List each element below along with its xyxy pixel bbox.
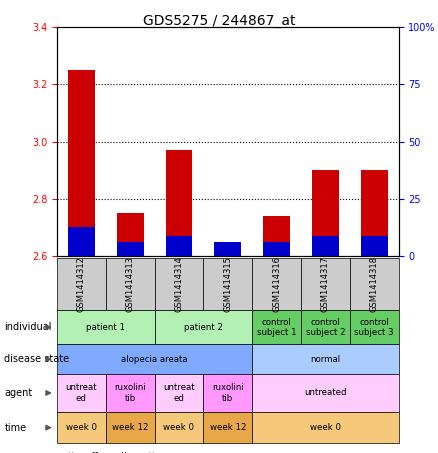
Text: GDS5275 / 244867_at: GDS5275 / 244867_at — [143, 14, 295, 28]
Text: individual: individual — [4, 322, 52, 333]
Bar — [312, 170, 339, 256]
Text: week 0: week 0 — [310, 423, 341, 432]
Bar — [312, 236, 339, 256]
Bar — [166, 150, 192, 256]
Text: untreat
ed: untreat ed — [163, 383, 195, 403]
Text: GSM1414316: GSM1414316 — [272, 256, 281, 312]
Text: GSM1414318: GSM1414318 — [370, 256, 379, 312]
Text: untreat
ed: untreat ed — [66, 383, 97, 403]
Text: GSM1414312: GSM1414312 — [77, 256, 86, 312]
Text: week 12: week 12 — [112, 423, 148, 432]
Bar — [214, 241, 241, 256]
Bar — [117, 241, 144, 256]
Text: ■: ■ — [57, 452, 66, 453]
Text: GSM1414317: GSM1414317 — [321, 256, 330, 312]
Text: week 0: week 0 — [66, 423, 97, 432]
Bar — [117, 213, 144, 256]
Text: GSM1414313: GSM1414313 — [126, 256, 134, 312]
Text: disease state: disease state — [4, 354, 70, 364]
Text: control
subject 3: control subject 3 — [354, 318, 394, 337]
Bar — [263, 216, 290, 256]
Bar — [166, 236, 192, 256]
Text: week 12: week 12 — [209, 423, 246, 432]
Text: control
subject 2: control subject 2 — [306, 318, 345, 337]
Text: patient 1: patient 1 — [86, 323, 125, 332]
Bar — [361, 236, 388, 256]
Bar — [361, 170, 388, 256]
Text: week 0: week 0 — [163, 423, 194, 432]
Text: ■  transformed count: ■ transformed count — [57, 452, 155, 453]
Bar — [68, 70, 95, 256]
Bar — [214, 241, 241, 256]
Text: GSM1414314: GSM1414314 — [174, 256, 184, 312]
Text: alopecia areata: alopecia areata — [121, 355, 188, 363]
Text: normal: normal — [310, 355, 340, 363]
Text: transformed count: transformed count — [68, 452, 152, 453]
Text: ruxolini
tib: ruxolini tib — [212, 383, 244, 403]
Bar — [68, 227, 95, 256]
Text: control
subject 1: control subject 1 — [257, 318, 297, 337]
Text: patient 2: patient 2 — [184, 323, 223, 332]
Text: GSM1414315: GSM1414315 — [223, 256, 232, 312]
Text: time: time — [4, 423, 27, 433]
Text: ruxolini
tib: ruxolini tib — [114, 383, 146, 403]
Text: agent: agent — [4, 388, 32, 398]
Text: untreated: untreated — [304, 389, 346, 397]
Bar — [263, 241, 290, 256]
